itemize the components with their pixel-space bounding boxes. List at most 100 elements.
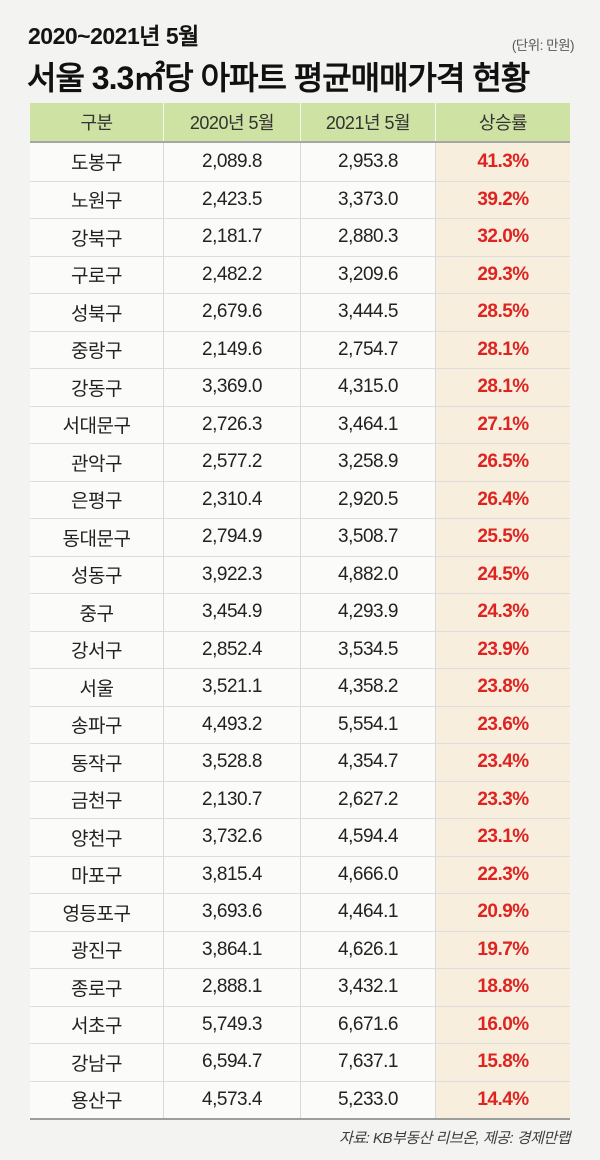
table-row: 종로구 2,888.1 3,432.1 18.8% xyxy=(30,968,570,1006)
price-2020-cell: 4,493.2 xyxy=(163,706,300,743)
district-cell: 금천구 xyxy=(71,791,122,813)
district-cell: 중랑구 xyxy=(71,341,122,363)
price-2020-cell: 3,454.9 xyxy=(163,594,300,631)
price-2021-cell: 3,373.0 xyxy=(300,181,435,218)
price-2020-cell: 3,528.8 xyxy=(163,744,300,781)
price-2020-cell: 2,726.3 xyxy=(163,406,300,443)
table-body: 도봉구 2,089.8 2,953.8 41.3% 노원구 2,423.5 3,373.0 3… xyxy=(30,143,570,1118)
price-2021-cell: 3,432.1 xyxy=(300,969,435,1006)
table-row: 도봉구 2,089.8 2,953.8 41.3% xyxy=(30,143,570,181)
price-2020-cell: 2,794.9 xyxy=(163,519,300,556)
table-row: 용산구 4,573.4 5,233.0 14.4% xyxy=(30,1080,570,1118)
price-2021-cell: 4,464.1 xyxy=(300,894,435,931)
price-2021-cell: 5,233.0 xyxy=(300,1081,435,1118)
change-rate-cell: 24.5% xyxy=(435,556,570,593)
price-2020-cell: 2,181.7 xyxy=(163,219,300,256)
unit-note: (단위: 만원) xyxy=(511,38,575,53)
change-rate-cell: 28.1% xyxy=(435,331,570,368)
district-cell: 관악구 xyxy=(71,453,122,475)
change-rate-cell: 25.5% xyxy=(435,519,570,556)
price-2021-cell: 4,315.0 xyxy=(300,369,435,406)
table-row: 중구 3,454.9 4,293.9 24.3% xyxy=(30,593,570,631)
table-row: 양천구 3,732.6 4,594.4 23.1% xyxy=(30,818,570,856)
table-header-row: 구분 2020년 5월 2021년 5월 상승률 xyxy=(30,103,570,143)
price-2021-cell: 4,626.1 xyxy=(300,931,435,968)
price-2020-cell: 3,864.1 xyxy=(163,931,300,968)
change-rate-cell: 23.6% xyxy=(435,706,570,743)
change-rate-cell: 23.1% xyxy=(435,819,570,856)
price-2021-cell: 2,920.5 xyxy=(300,481,435,518)
district-cell: 강북구 xyxy=(71,228,122,250)
price-2020-cell: 2,888.1 xyxy=(163,969,300,1006)
table-row: 은평구 2,310.4 2,920.5 26.4% xyxy=(30,480,570,518)
table-row: 강북구 2,181.7 2,880.3 32.0% xyxy=(30,218,570,256)
page-title: 서울 3.3㎡당 아파트 평균매매가격 현황 xyxy=(27,60,530,96)
price-2020-cell: 2,130.7 xyxy=(163,781,300,818)
change-rate-cell: 20.9% xyxy=(435,894,570,931)
change-rate-cell: 39.2% xyxy=(435,181,570,218)
change-rate-cell: 23.8% xyxy=(435,669,570,706)
table-row: 관악구 2,577.2 3,258.9 26.5% xyxy=(30,443,570,481)
change-rate-cell: 26.5% xyxy=(435,444,570,481)
price-2020-cell: 3,732.6 xyxy=(163,819,300,856)
price-2021-cell: 2,754.7 xyxy=(300,331,435,368)
price-2021-cell: 2,880.3 xyxy=(300,219,435,256)
table-row: 동작구 3,528.8 4,354.7 23.4% xyxy=(30,743,570,781)
price-2021-cell: 3,258.9 xyxy=(300,444,435,481)
price-2021-cell: 3,464.1 xyxy=(300,406,435,443)
table-row: 구로구 2,482.2 3,209.6 29.3% xyxy=(30,255,570,293)
price-table: 구분 2020년 5월 2021년 5월 상승률 도봉구 2,089.8 2,953… xyxy=(30,103,570,1120)
price-2020-cell: 2,679.6 xyxy=(163,294,300,331)
district-cell: 강동구 xyxy=(71,378,122,400)
table-row: 마포구 3,815.4 4,666.0 22.3% xyxy=(30,855,570,893)
price-2020-cell: 3,521.1 xyxy=(163,669,300,706)
district-cell: 강서구 xyxy=(71,641,122,663)
change-rate-cell: 32.0% xyxy=(435,219,570,256)
table-row: 광진구 3,864.1 4,626.1 19.7% xyxy=(30,930,570,968)
change-rate-cell: 28.1% xyxy=(435,369,570,406)
change-rate-cell: 16.0% xyxy=(435,1006,570,1043)
table-row: 송파구 4,493.2 5,554.1 23.6% xyxy=(30,705,570,743)
price-2020-cell: 2,482.2 xyxy=(163,256,300,293)
price-2020-cell: 2,310.4 xyxy=(163,481,300,518)
table-row: 중랑구 2,149.6 2,754.7 28.1% xyxy=(30,330,570,368)
district-cell: 송파구 xyxy=(71,716,122,738)
district-cell: 중구 xyxy=(79,603,114,625)
column-header-district: 구분 xyxy=(80,113,113,133)
change-rate-cell: 15.8% xyxy=(435,1044,570,1081)
price-2021-cell: 3,209.6 xyxy=(300,256,435,293)
price-2020-cell: 2,423.5 xyxy=(163,181,300,218)
price-2021-cell: 3,508.7 xyxy=(300,519,435,556)
table-row: 영등포구 3,693.6 4,464.1 20.9% xyxy=(30,893,570,931)
price-2021-cell: 2,627.2 xyxy=(300,781,435,818)
column-header-change-rate: 상승률 xyxy=(435,103,570,141)
table-row: 동대문구 2,794.9 3,508.7 25.5% xyxy=(30,518,570,556)
district-cell: 마포구 xyxy=(71,866,122,888)
change-rate-cell: 29.3% xyxy=(435,256,570,293)
table-row: 금천구 2,130.7 2,627.2 23.3% xyxy=(30,780,570,818)
price-2021-cell: 5,554.1 xyxy=(300,706,435,743)
price-2021-cell: 4,666.0 xyxy=(300,856,435,893)
table-row: 성북구 2,679.6 3,444.5 28.5% xyxy=(30,293,570,331)
change-rate-cell: 23.9% xyxy=(435,631,570,668)
column-header-may-2021: 2021년 5월 xyxy=(300,103,435,141)
district-cell: 강남구 xyxy=(71,1053,122,1075)
district-cell: 성북구 xyxy=(71,303,122,325)
district-cell: 동대문구 xyxy=(62,528,131,550)
price-2020-cell: 2,149.6 xyxy=(163,331,300,368)
price-2021-cell: 6,671.6 xyxy=(300,1006,435,1043)
table-row: 성동구 3,922.3 4,882.0 24.5% xyxy=(30,555,570,593)
district-cell: 도봉구 xyxy=(71,153,122,175)
period-label: 2020~2021년 5월 xyxy=(28,23,199,49)
table-row: 서울 3,521.1 4,358.2 23.8% xyxy=(30,668,570,706)
price-2020-cell: 3,815.4 xyxy=(163,856,300,893)
change-rate-cell: 23.4% xyxy=(435,744,570,781)
change-rate-cell: 23.3% xyxy=(435,781,570,818)
change-rate-cell: 27.1% xyxy=(435,406,570,443)
district-cell: 서대문구 xyxy=(62,416,131,438)
price-2020-cell: 5,749.3 xyxy=(163,1006,300,1043)
change-rate-cell: 22.3% xyxy=(435,856,570,893)
price-2021-cell: 3,534.5 xyxy=(300,631,435,668)
change-rate-cell: 28.5% xyxy=(435,294,570,331)
change-rate-cell: 18.8% xyxy=(435,969,570,1006)
